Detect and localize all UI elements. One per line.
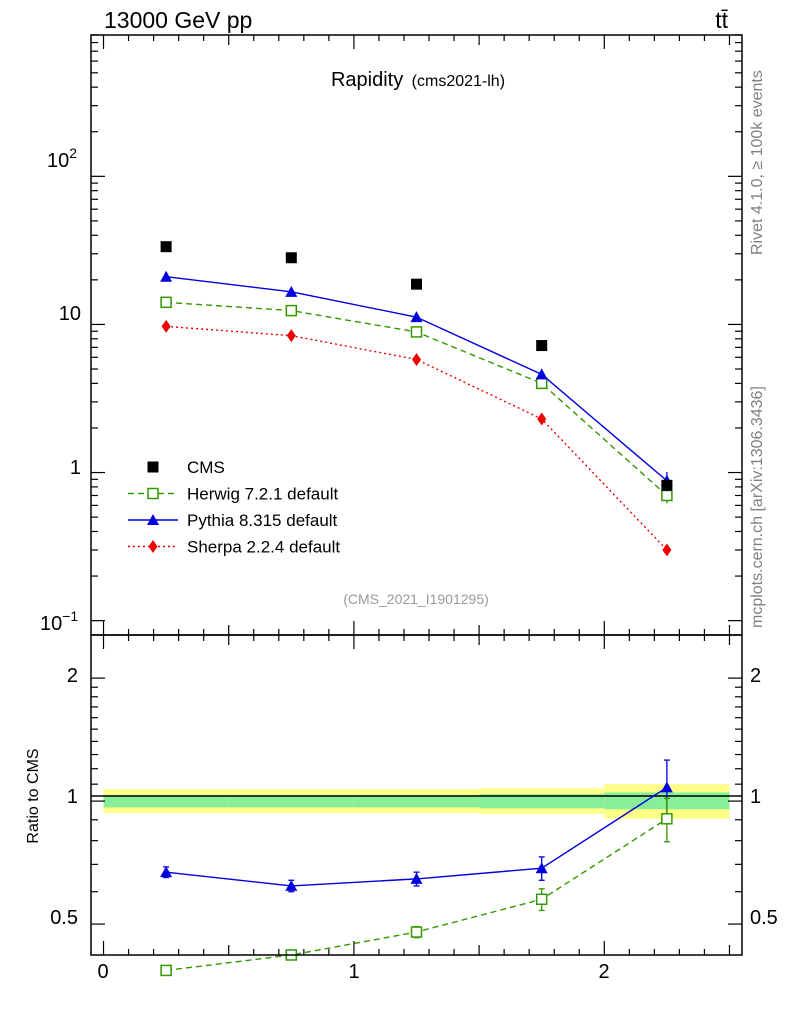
main-point-pythia bbox=[160, 270, 173, 282]
legend-label-herwig: Herwig 7.2.1 default bbox=[187, 485, 338, 504]
main-point-cms bbox=[160, 241, 172, 253]
main-ytick-label-1: 1 bbox=[70, 457, 81, 479]
ratio-point-pythia bbox=[535, 862, 548, 874]
mcplots-label: mcplots.cern.ch [arXiv:1306.3436] bbox=[749, 386, 766, 628]
ratio-point-herwig bbox=[535, 893, 548, 906]
ratio-point-herwig bbox=[661, 813, 673, 825]
ratio-band-green bbox=[479, 794, 605, 809]
main-point-cms bbox=[411, 278, 422, 290]
chart-title-main: Rapidity bbox=[331, 69, 403, 91]
main-series bbox=[160, 241, 673, 557]
process-label: tt̄ bbox=[715, 7, 728, 33]
main-point-sherpa bbox=[161, 319, 171, 333]
ratio-point-pythia bbox=[285, 879, 298, 891]
main-point-sherpa bbox=[412, 352, 421, 366]
legend-marker-herwig bbox=[147, 487, 159, 500]
main-point-cms bbox=[285, 252, 297, 264]
main-ytick-100-sup: 2 bbox=[69, 145, 77, 161]
main-point-herwig bbox=[535, 377, 548, 390]
energy-label: 13000 GeV pp bbox=[104, 7, 252, 33]
main-point-sherpa bbox=[286, 329, 296, 343]
ratio-ytick-label-0.5: 0.5 bbox=[50, 907, 78, 929]
ratio-ytick-label-2-right: 2 bbox=[750, 665, 761, 687]
main-ticks bbox=[91, 34, 742, 635]
ratio-bands bbox=[103, 784, 730, 819]
main-ytick-100-base: 10 bbox=[47, 150, 69, 172]
ratio-band-green bbox=[353, 794, 480, 808]
main-ytick-01-sup: −1 bbox=[62, 608, 78, 624]
main-line-sherpa bbox=[166, 325, 668, 551]
ratio-series bbox=[160, 759, 673, 977]
analysis-label: (CMS_2021_I1901295) bbox=[343, 591, 489, 607]
ratio-panel: 2 1 0.5 2 1 0.5 0 1 2 Ratio to CMS bbox=[25, 634, 778, 983]
main-ytick-label-10: 10 bbox=[59, 303, 81, 325]
rivet-version-label: Rivet 4.1.0, ≥ 100k events bbox=[749, 70, 766, 255]
main-ytick-label-0.1: 10−1 bbox=[40, 608, 78, 635]
legend-marker-sherpa bbox=[148, 540, 158, 553]
main-point-herwig bbox=[410, 326, 423, 338]
ratio-point-pythia bbox=[160, 866, 173, 878]
ratio-band-green bbox=[103, 794, 229, 808]
ratio-ytick-label-0.5-right: 0.5 bbox=[750, 907, 778, 929]
main-point-cms bbox=[661, 479, 673, 491]
xtick-label-1: 1 bbox=[348, 961, 359, 983]
ratio-point-pythia bbox=[410, 872, 423, 884]
main-point-herwig bbox=[285, 304, 298, 317]
main-point-herwig bbox=[160, 296, 172, 309]
ratio-point-herwig bbox=[160, 964, 172, 977]
main-ytick-01-base: 10 bbox=[40, 613, 62, 635]
main-point-pythia bbox=[535, 368, 548, 380]
legend-marker-pythia bbox=[147, 514, 159, 525]
main-panel: Rapidity (cms2021-lh) (CMS_2021_I1901295… bbox=[40, 34, 743, 636]
legend-label-pythia: Pythia 8.315 default bbox=[187, 511, 338, 530]
main-point-pythia bbox=[410, 311, 423, 323]
ratio-frame bbox=[90, 634, 743, 956]
legend-label-sherpa: Sherpa 2.2.4 default bbox=[187, 538, 340, 557]
ratio-ylabel: Ratio to CMS bbox=[25, 748, 42, 843]
ratio-point-herwig bbox=[410, 926, 423, 938]
ratio-line-herwig bbox=[166, 818, 668, 972]
ratio-ytick-label-2: 2 bbox=[67, 665, 78, 687]
ratio-band-green bbox=[228, 794, 354, 808]
xtick-label-2: 2 bbox=[598, 961, 609, 983]
ratio-point-pythia bbox=[660, 781, 673, 793]
legend-marker-cms bbox=[147, 461, 159, 473]
chart-title-sub: (cms2021-lh) bbox=[412, 73, 505, 90]
main-point-cms bbox=[536, 340, 548, 352]
ratio-ticks bbox=[91, 635, 742, 955]
xtick-label-0: 0 bbox=[97, 961, 108, 983]
main-ytick-label-100: 102 bbox=[47, 145, 77, 172]
ratio-ytick-label-1-right: 1 bbox=[750, 786, 761, 808]
chart-title: Rapidity (cms2021-lh) bbox=[331, 69, 505, 91]
legend-label-cms: CMS bbox=[187, 458, 225, 477]
ratio-ytick-label-1: 1 bbox=[67, 786, 78, 808]
main-point-herwig bbox=[661, 489, 673, 502]
main-point-pythia bbox=[285, 285, 298, 297]
legend: CMS Herwig 7.2.1 default Pythia 8.315 defa… bbox=[128, 458, 340, 557]
main-point-sherpa bbox=[537, 412, 547, 426]
main-point-sherpa bbox=[662, 543, 672, 557]
